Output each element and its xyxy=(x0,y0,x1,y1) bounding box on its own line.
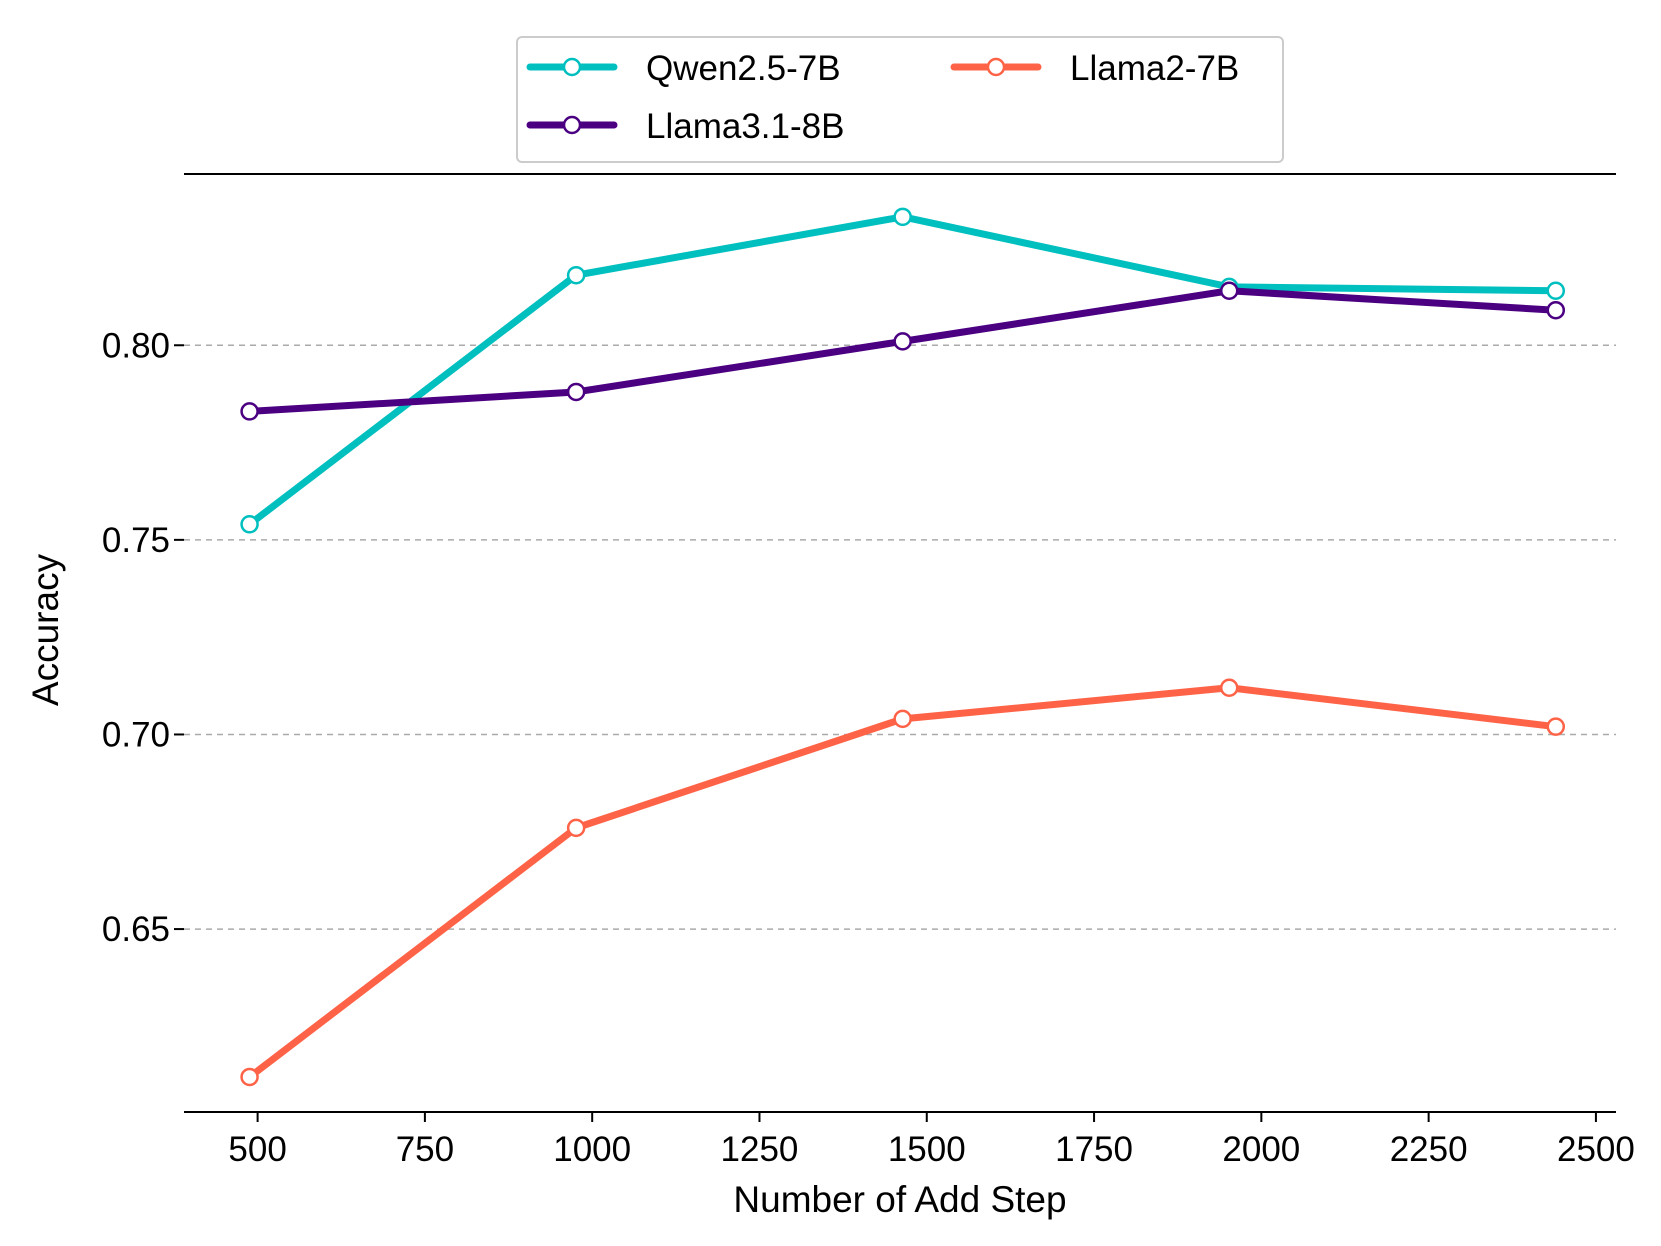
data-point-llama2-7b xyxy=(1546,717,1566,736)
series-llama3-1-8b xyxy=(240,281,1566,421)
data-point-llama2-7b xyxy=(240,1067,259,1087)
grid-lines xyxy=(184,344,1616,930)
data-point-qwen2-5-7b xyxy=(566,265,586,285)
legend-marker-qwen xyxy=(562,57,582,77)
y-tick-label: 0.80 xyxy=(102,326,170,365)
x-tick-label: 2000 xyxy=(1222,1130,1300,1169)
data-point-llama3-1-8b xyxy=(893,332,912,351)
series-line-llama3-1-8b xyxy=(246,287,1560,415)
data-point-qwen2-5-7b xyxy=(893,207,912,227)
data-point-llama3-1-8b xyxy=(1219,281,1239,301)
data-point-qwen2-5-7b xyxy=(240,515,259,534)
legend-entry-qwen: Qwen2.5-7B xyxy=(526,49,841,88)
legend-marker-llama2 xyxy=(986,57,1006,77)
axes xyxy=(174,173,1616,1122)
series-lines xyxy=(240,207,1566,1087)
tick-labels: 0.65 0.70 0.75 0.80 500 750 1000 1250 1500 1750 20… xyxy=(102,326,1635,1169)
data-point-llama3-1-8b xyxy=(566,382,586,402)
legend-entry-llama31: Llama3.1-8B xyxy=(526,107,844,146)
series-llama2-7b xyxy=(240,678,1566,1087)
data-point-llama2-7b xyxy=(566,818,586,838)
x-tick-label: 500 xyxy=(228,1130,286,1169)
x-tick-label: 1000 xyxy=(553,1130,631,1169)
x-axis-title: Number of Add Step xyxy=(733,1179,1066,1220)
data-point-llama3-1-8b xyxy=(240,402,259,421)
data-point-llama2-7b xyxy=(1219,678,1239,698)
series-line-llama2-7b xyxy=(246,684,1560,1081)
y-axis-title: Accuracy xyxy=(25,553,66,706)
legend-label-llama2: Llama2-7B xyxy=(1070,49,1239,88)
x-tick-label: 1750 xyxy=(1055,1130,1133,1169)
data-point-qwen2-5-7b xyxy=(1546,281,1566,301)
x-tick-label: 2500 xyxy=(1557,1130,1635,1169)
legend-entry-llama2: Llama2-7B xyxy=(950,49,1239,88)
x-tick-label: 750 xyxy=(396,1130,454,1169)
legend-marker-llama31 xyxy=(562,115,582,135)
y-tick-label: 0.75 xyxy=(102,521,170,560)
data-point-llama2-7b xyxy=(893,709,912,729)
y-tick-label: 0.65 xyxy=(102,910,170,949)
x-tick-label: 1500 xyxy=(888,1130,966,1169)
legend: Qwen2.5-7B Llama3.1-8B Llama2-7B xyxy=(516,36,1284,163)
data-point-llama3-1-8b xyxy=(1546,300,1566,320)
legend-box xyxy=(516,36,1284,163)
x-tick-label: 2250 xyxy=(1390,1130,1468,1169)
series-line-qwen2-5-7b xyxy=(246,213,1560,528)
legend-label-llama31: Llama3.1-8B xyxy=(646,107,844,146)
x-tick-label: 1250 xyxy=(721,1130,799,1169)
y-tick-label: 0.70 xyxy=(102,715,170,754)
series-qwen2-5-7b xyxy=(240,207,1566,534)
legend-label-qwen: Qwen2.5-7B xyxy=(646,49,841,88)
